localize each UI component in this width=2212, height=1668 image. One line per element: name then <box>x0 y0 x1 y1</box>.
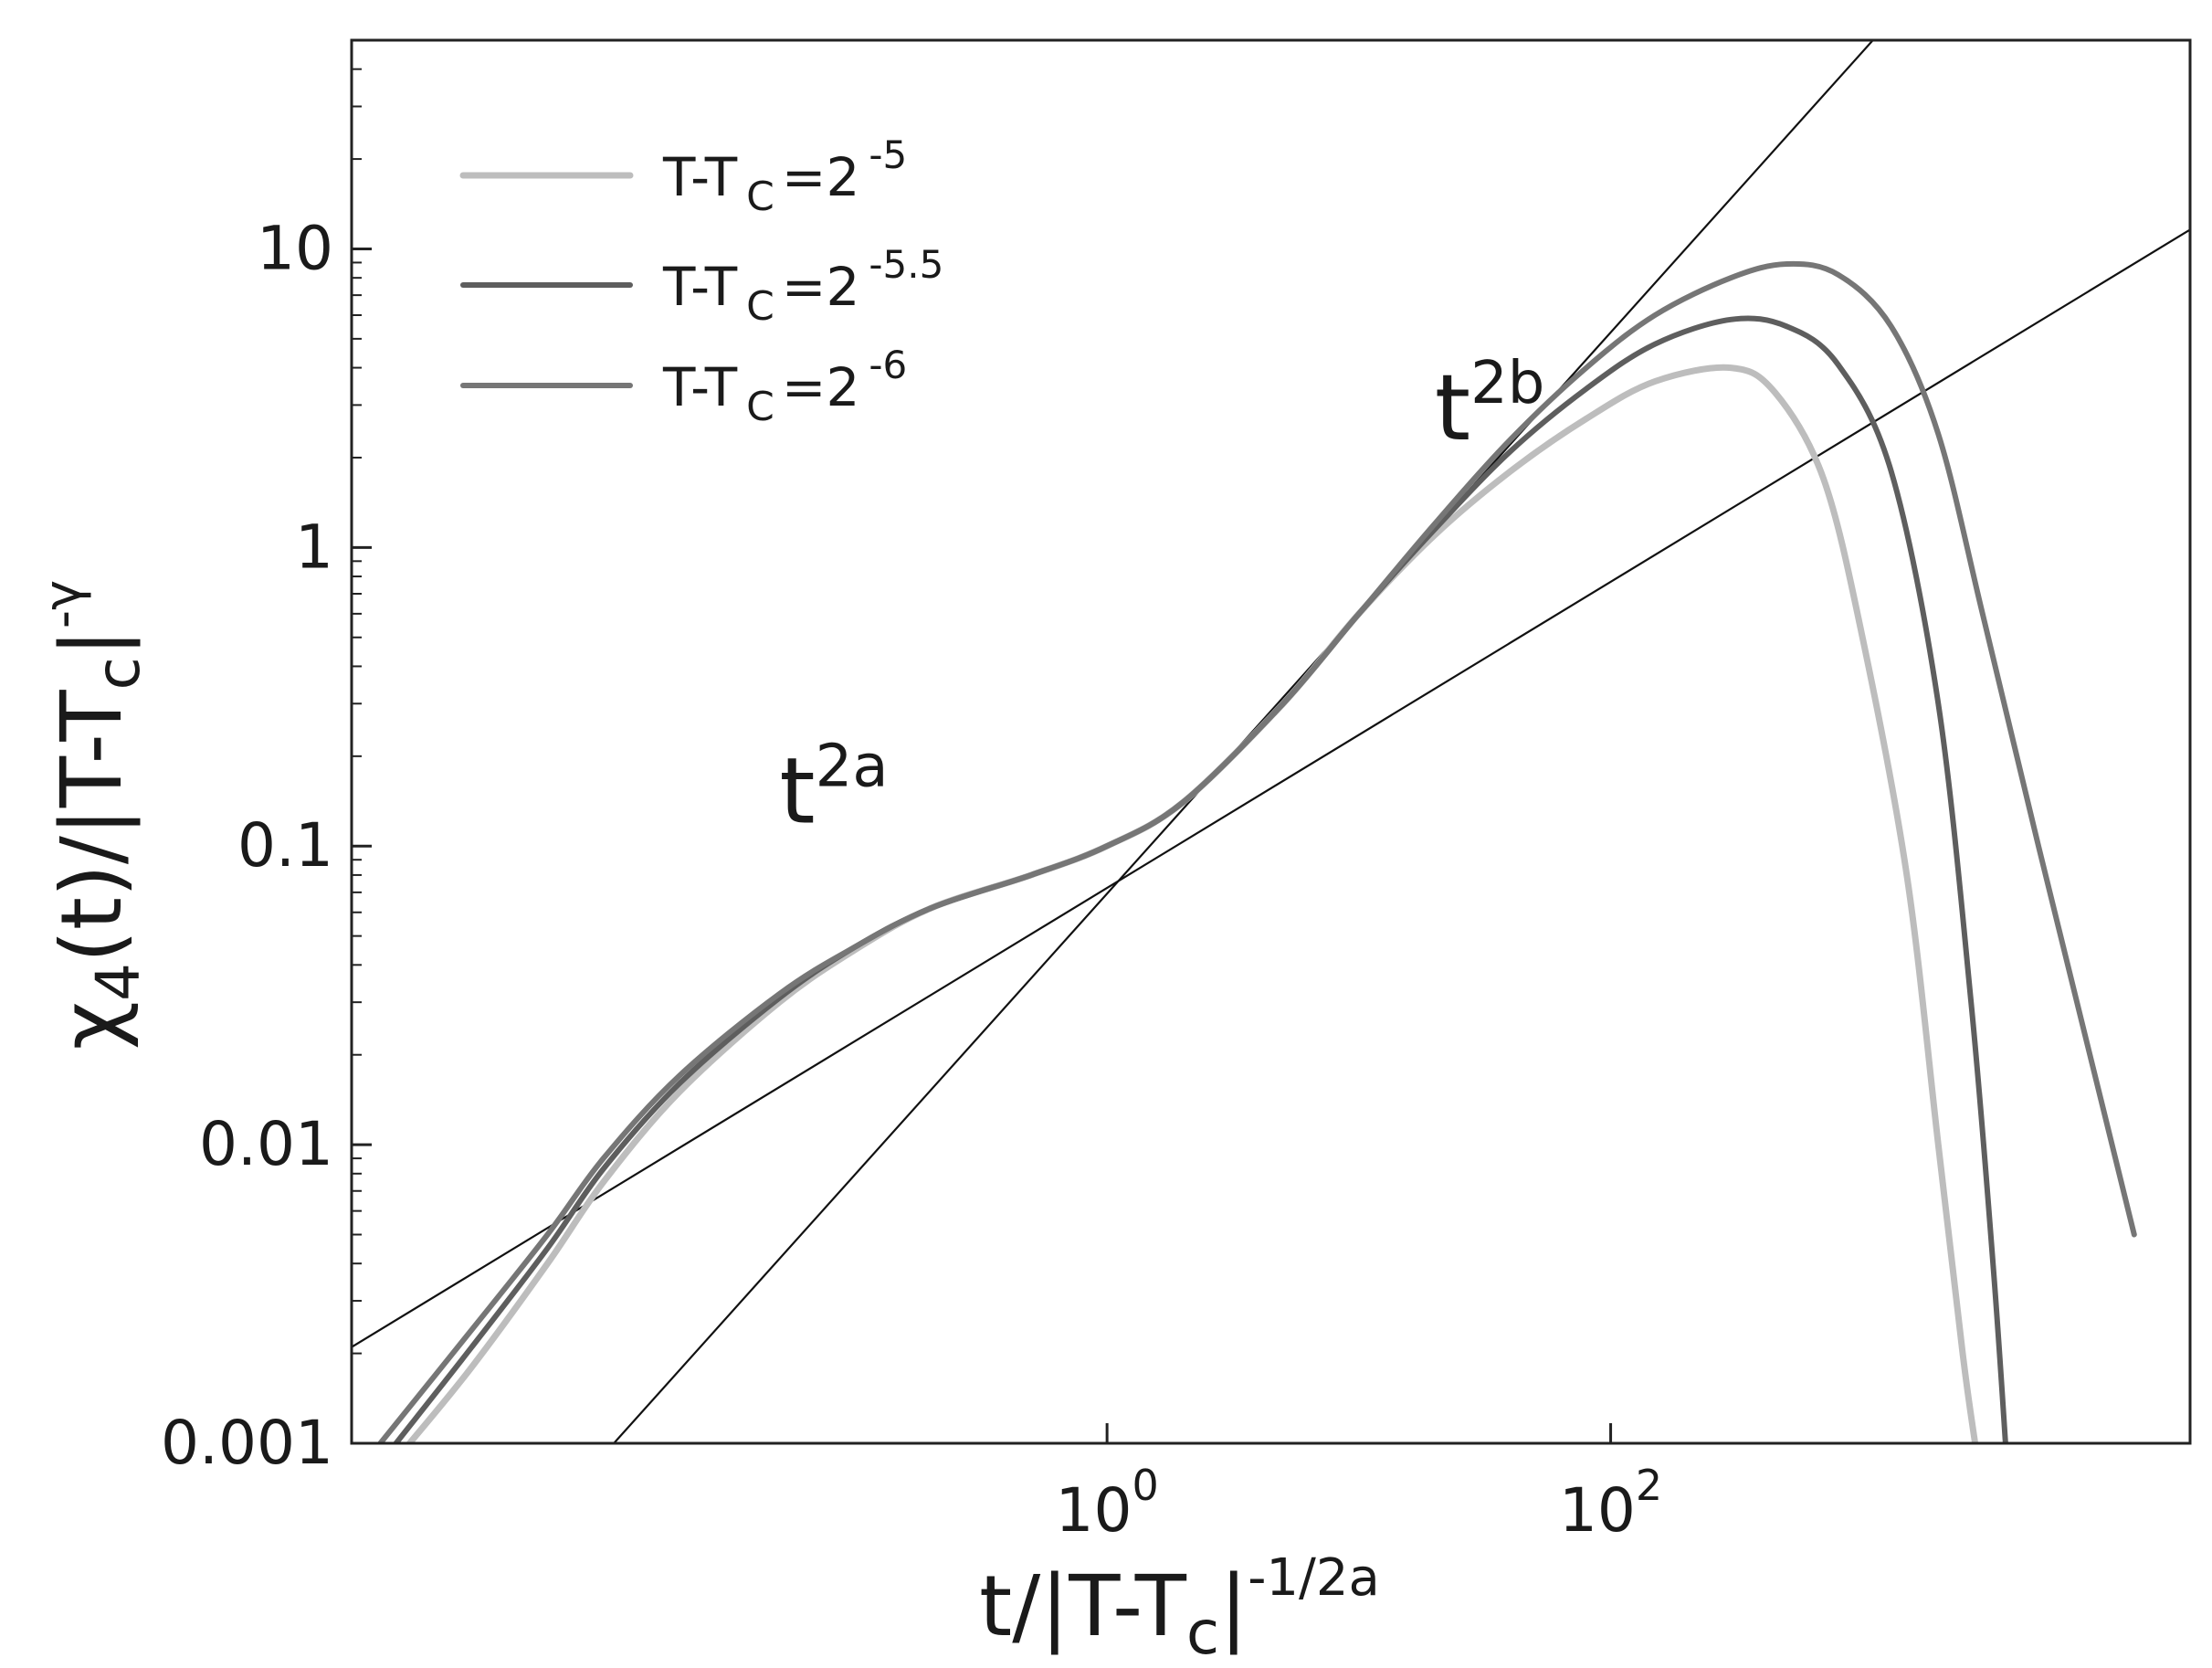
legend-label-3: T-T C =2 -6 <box>662 343 907 430</box>
y-axis-title-sub: 4 <box>83 963 153 1001</box>
y-axis-title-post: | <box>43 628 141 657</box>
x-axis-title-mid: | <box>1219 1557 1248 1655</box>
x-tick-label: 102 <box>1559 1461 1662 1546</box>
y-tick-label: 0.01 <box>199 1109 333 1179</box>
series-line-2 <box>393 315 2008 1443</box>
y-tick-label: 0.1 <box>237 810 333 881</box>
y-axis-title: χ4(t)/|T-Tc|-γ <box>34 580 153 1050</box>
legend-label-1: T-T C =2 -5 <box>662 132 907 220</box>
y-tick-label: 1 <box>295 512 333 582</box>
plot-frame <box>350 38 2192 1445</box>
y-tick-label: 10 <box>257 213 333 283</box>
fit-lines <box>352 40 2190 1443</box>
x-axis-title-base: t/|T-T <box>979 1557 1187 1655</box>
legend-label-2: T-T C =2 -5.5 <box>662 242 943 330</box>
series-line-3 <box>377 260 2137 1443</box>
y-axis-title-sub2: c <box>83 657 153 690</box>
series-line-1 <box>406 364 1979 1443</box>
x-axis-ticks: 100 102 <box>1056 1423 1662 1546</box>
y-axis-title-pre: χ <box>43 1001 141 1050</box>
x-tick-label: 100 <box>1056 1461 1159 1546</box>
annotations: t2a t2b <box>779 350 1544 844</box>
y-axis-ticks: 0.001 0.01 0.1 1 10 <box>161 39 372 1478</box>
y-axis-title-sup: -γ <box>34 580 93 628</box>
annotation-t2b: t2b <box>1435 350 1545 461</box>
y-axis-title-mid: (t)/|T-T <box>43 690 141 963</box>
y-tick-label: 0.001 <box>161 1408 333 1478</box>
x-axis-title: t/|T-Tc|-1/2a <box>979 1548 1380 1668</box>
annotation-t2a: t2a <box>779 733 888 844</box>
x-axis-title-sub: c <box>1186 1598 1219 1668</box>
x-axis-title-sup: -1/2a <box>1248 1548 1380 1608</box>
fit-line-t-2a <box>352 228 2190 1348</box>
series-lines <box>377 260 2137 1443</box>
legend: T-T C =2 -5 T-T C =2 -5.5 T-T C =2 -6 <box>459 132 943 430</box>
